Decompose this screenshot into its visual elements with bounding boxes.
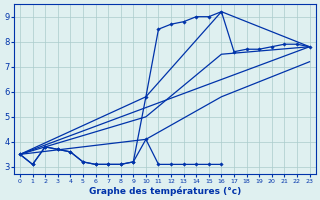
X-axis label: Graphe des températures (°c): Graphe des températures (°c) xyxy=(89,186,241,196)
